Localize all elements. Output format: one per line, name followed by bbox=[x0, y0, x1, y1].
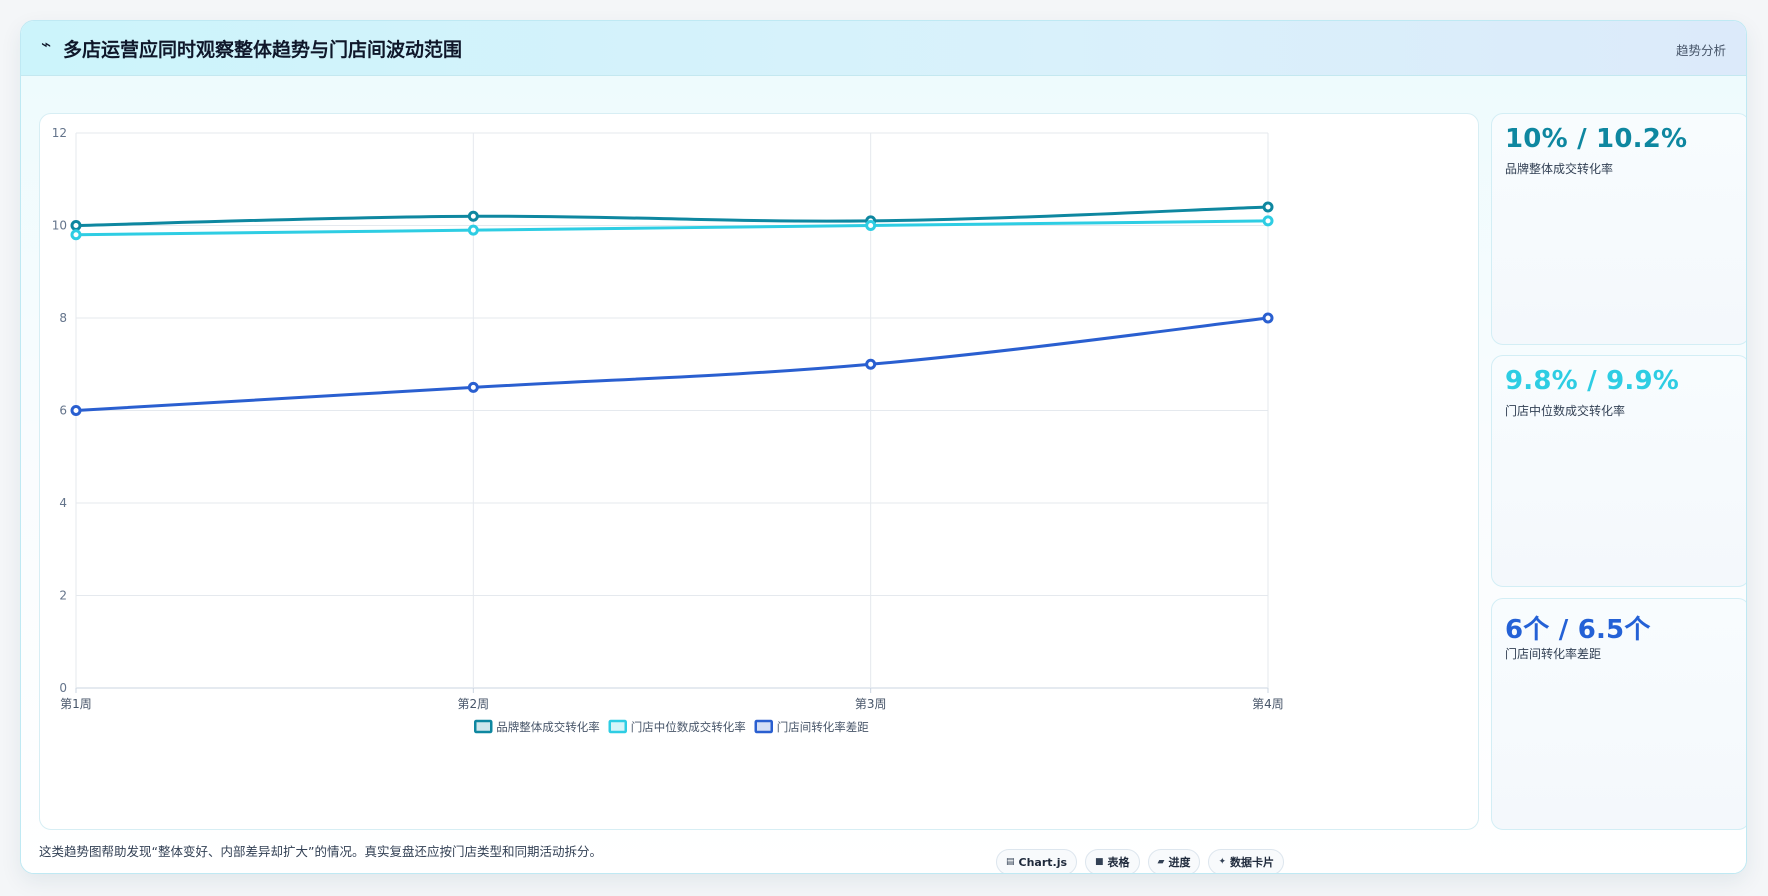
data-point bbox=[865, 220, 877, 231]
y-tick-label: 0 bbox=[59, 681, 67, 695]
stat-card-brand: 10% / 10.2% 品牌整体成交转化率 bbox=[1491, 113, 1746, 345]
legend-swatch bbox=[754, 719, 773, 734]
header-tag: 趋势分析 bbox=[1675, 43, 1726, 58]
legend-label: 门店中位数成交转化率 bbox=[631, 720, 746, 734]
stat-value: 10% / 10.2% bbox=[1505, 124, 1688, 154]
chart-panel: 0 2 4 6 8 10 12 第1周 第2周 第3周 第4周品牌整体成交转化率 门店中位数成交转化率… bbox=[39, 113, 1479, 830]
stat-card-gap: 6个 / 6.5个 门店间转化率差距 bbox=[1491, 598, 1746, 830]
y-tick-label: 4 bbox=[59, 496, 67, 510]
stat-card-median: 9.8% / 9.9% 门店中位数成交转化率 bbox=[1491, 355, 1746, 587]
y-tick-label: 8 bbox=[59, 311, 67, 325]
pill-datacard[interactable]: ✦ 数据卡片 bbox=[1208, 849, 1285, 873]
y-tick-label: 6 bbox=[59, 404, 67, 418]
x-tick-label: 第2周 bbox=[458, 697, 490, 711]
legend-label: 品牌整体成交转化率 bbox=[496, 720, 600, 734]
data-point bbox=[1262, 201, 1274, 213]
table-icon: ■ bbox=[1095, 857, 1104, 867]
x-tick-label: 第4周 bbox=[1252, 697, 1284, 711]
pill-label: 进度 bbox=[1168, 856, 1191, 869]
stat-label: 品牌整体成交转化率 bbox=[1505, 162, 1614, 176]
series-line bbox=[74, 205, 1270, 227]
chart-icon: ▤ bbox=[1006, 857, 1015, 867]
data-point bbox=[1262, 312, 1274, 324]
x-tick-label: 第3周 bbox=[855, 697, 887, 711]
stat-value: 6个 / 6.5个 bbox=[1505, 615, 1651, 645]
card-header: ⌁ 多店运营应同时观察整体趋势与门店间波动范围 趋势分析 bbox=[21, 21, 1746, 76]
series-line bbox=[74, 316, 1270, 412]
x-tick-label: 第1周 bbox=[60, 697, 92, 711]
pill-chartjs[interactable]: ▤ Chart.js bbox=[996, 849, 1078, 873]
stat-value: 9.8% / 9.9% bbox=[1505, 366, 1680, 396]
y-tick-label: 2 bbox=[59, 589, 67, 603]
pill-table[interactable]: ■ 表格 bbox=[1085, 849, 1140, 873]
page-title: 多店运营应同时观察整体趋势与门店间波动范围 bbox=[63, 39, 463, 61]
series-line bbox=[74, 219, 1270, 237]
data-point bbox=[865, 358, 877, 370]
pill-progress[interactable]: ▰ 进度 bbox=[1147, 849, 1201, 873]
footer-note: 这类趋势图帮助发现“整体变好、内部差异却扩大”的情况。真实复盘还应按门店类型和同… bbox=[39, 844, 602, 859]
legend-swatch bbox=[608, 719, 627, 734]
y-tick-label: 12 bbox=[52, 126, 67, 140]
data-point bbox=[467, 224, 479, 236]
data-point bbox=[467, 381, 479, 393]
card-body: 0 2 4 6 8 10 12 第1周 第2周 第3周 第4周 品牌整体成交转化率 门店中位数成交转化率… bbox=[21, 76, 1746, 873]
progress-icon: ▰ bbox=[1157, 857, 1165, 867]
data-point bbox=[70, 405, 82, 416]
feature-pills: ▤ Chart.js ■ 表格 ▰ 进度 ✦ 数据卡片 bbox=[996, 849, 1285, 873]
data-point bbox=[467, 210, 479, 222]
pulse-icon: ⌁ bbox=[41, 35, 52, 55]
sparkle-icon: ✦ bbox=[1218, 857, 1227, 867]
legend-label: 门店间转化率差距 bbox=[777, 720, 869, 734]
dashboard-card: ⌁ 多店运营应同时观察整体趋势与门店间波动范围 趋势分析 0 2 4 6 8 10 12 第1… bbox=[20, 20, 1747, 874]
pill-label: Chart.js bbox=[1018, 855, 1068, 869]
y-tick-label: 10 bbox=[52, 219, 67, 233]
stat-label: 门店间转化率差距 bbox=[1505, 647, 1602, 661]
pill-label: 数据卡片 bbox=[1230, 856, 1275, 869]
pill-label: 表格 bbox=[1107, 856, 1130, 869]
stat-label: 门店中位数成交转化率 bbox=[1505, 404, 1626, 418]
data-point bbox=[70, 229, 82, 241]
data-point bbox=[1262, 215, 1274, 227]
legend-swatch bbox=[474, 719, 493, 734]
data-point bbox=[70, 220, 82, 231]
